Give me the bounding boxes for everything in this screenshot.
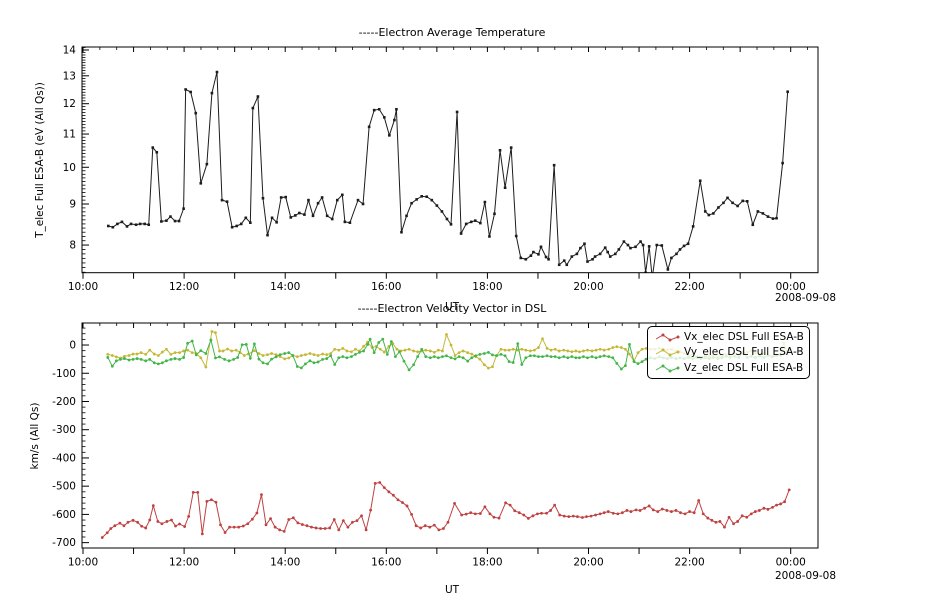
x-tick-label: 22:00: [674, 281, 704, 293]
plot-legend: Vx_elec DSL Full ESA-B Vy_elec DSL Full E…: [647, 326, 810, 379]
panel-frame: [81, 322, 819, 549]
y-tick-label: 8: [69, 240, 76, 252]
x-tick-label: 12:00: [169, 557, 199, 569]
y-tick-label: 9: [69, 198, 76, 210]
y-tick-label: 11: [63, 129, 76, 141]
top-xaxis-ut-label: UT: [444, 301, 460, 313]
y-tick-label: -100: [52, 368, 76, 380]
y-tick-label: -200: [52, 396, 76, 408]
x-tick-label: 20:00: [573, 281, 603, 293]
series-line: [108, 71, 789, 273]
legend-entry: Vy_elec DSL Full ESA-B: [654, 345, 804, 361]
x-tick-label: 20:00: [573, 557, 603, 569]
x-tick-label: 10:00: [68, 281, 98, 293]
y-tick-label: -600: [52, 509, 76, 521]
legend-label: Vy_elec DSL Full ESA-B: [684, 346, 804, 359]
y-tick-label: -700: [52, 537, 76, 549]
x-tick-label: 18:00: [472, 557, 502, 569]
legend-line-marker: [655, 364, 680, 373]
y-tick-label: 10: [63, 162, 76, 174]
legend-entry: Vz_elec DSL Full ESA-B: [654, 360, 804, 376]
bottom-xaxis-date: 2008-09-08: [775, 570, 837, 582]
legend-line-marker: [655, 333, 680, 342]
y-tick-label: 0: [69, 340, 76, 352]
legend-entry: Vx_elec DSL Full ESA-B: [654, 329, 804, 345]
x-tick-label: 00:00: [776, 557, 806, 569]
y-tick-label: 12: [63, 98, 76, 110]
y-tick-label: -500: [52, 481, 76, 493]
legend-label: Vx_elec DSL Full ESA-B: [684, 330, 804, 343]
x-tick-label: 14:00: [270, 281, 300, 293]
legend-label: Vz_elec DSL Full ESA-B: [684, 361, 804, 374]
y-tick-label: 14: [63, 44, 77, 56]
series-line: [101, 481, 790, 538]
top-yaxis-label: T_elec Full ESA-B (eV (All Qs)): [34, 82, 46, 238]
bottom-panel-title: -----Electron Velocity Vector in DSL: [357, 302, 547, 315]
bottom-yaxis-label: km/s (All Qs): [29, 402, 41, 470]
top-panel-title: -----Electron Average Temperature: [358, 26, 546, 39]
panel-frame: [81, 46, 819, 274]
y-tick-label: -400: [52, 452, 76, 464]
x-tick-label: 00:00: [776, 281, 806, 293]
x-tick-label: 22:00: [674, 557, 704, 569]
x-tick-label: 12:00: [169, 281, 199, 293]
x-tick-label: 16:00: [371, 281, 401, 293]
top-xaxis-date: 2008-09-08: [775, 292, 837, 304]
x-tick-label: 14:00: [270, 557, 300, 569]
y-tick-label: 13: [63, 70, 76, 82]
bottom-xaxis-ut-label: UT: [444, 584, 460, 596]
x-tick-label: 16:00: [371, 557, 401, 569]
x-tick-label: 18:00: [472, 281, 502, 293]
x-tick-label: 10:00: [68, 557, 98, 569]
legend-line-marker: [655, 348, 680, 357]
y-tick-label: -300: [52, 424, 76, 436]
